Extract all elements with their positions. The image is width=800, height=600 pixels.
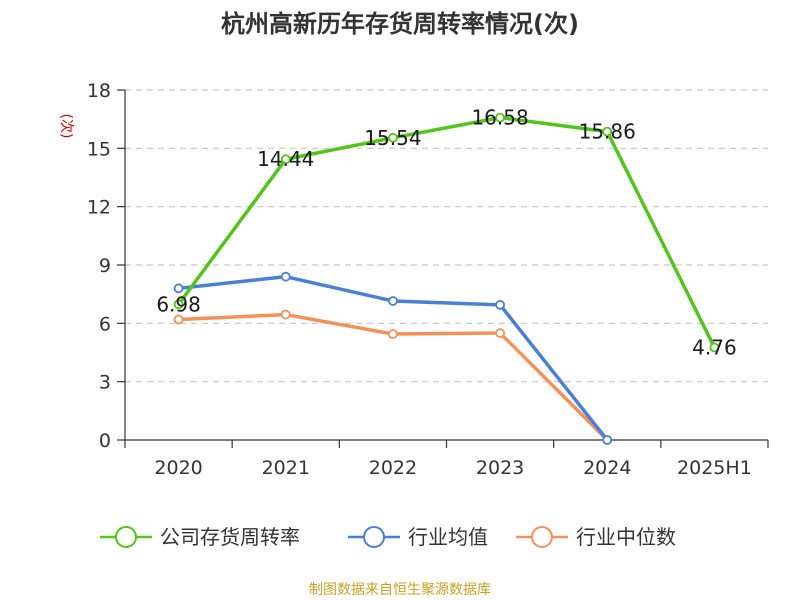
data-point[interactable] [280, 154, 291, 165]
y-tick-label: 0 [99, 430, 111, 452]
data-point[interactable] [602, 435, 613, 445]
chart-title: 杭州高新历年存货周转率情况(次) [221, 10, 579, 38]
data-point[interactable] [495, 299, 505, 310]
source-note: 制图数据来自恒生聚源数据库 [309, 582, 491, 598]
data-point[interactable] [388, 132, 398, 143]
data-point[interactable] [280, 271, 291, 282]
y-tick-label: 3 [99, 372, 111, 394]
data-label: 15.54 [364, 126, 421, 150]
series-line [177, 115, 716, 349]
data-point[interactable] [173, 314, 184, 325]
data-point[interactable] [173, 283, 184, 294]
y-tick-label: 9 [99, 255, 111, 277]
data-label: 16.58 [471, 106, 528, 130]
data-point[interactable] [388, 296, 398, 306]
legend-swatch-marker [363, 526, 385, 548]
legend-item[interactable]: 公司存货周转率 [100, 525, 300, 549]
legend-label: 行业均值 [408, 525, 488, 549]
data-point[interactable] [173, 299, 184, 310]
y-tick-label: 6 [99, 313, 111, 335]
legend-label: 公司存货周转率 [160, 525, 300, 549]
data-label: 6.98 [156, 292, 201, 316]
y-axis-label: (次) [58, 114, 74, 139]
legend-item[interactable]: 行业中位数 [516, 525, 676, 549]
data-label: 15.86 [579, 120, 636, 144]
data-labels: 6.98 14.44 15.54 16.58 15.86 4.76 [156, 106, 736, 360]
series-layer [173, 112, 720, 445]
grid-lines [125, 89, 768, 383]
data-point[interactable] [495, 112, 505, 123]
x-tick-label: 2023 [476, 457, 524, 479]
y-tick-label: 12 [87, 197, 111, 219]
legend[interactable]: 公司存货周转率 行业均值 行业中位数 [100, 525, 676, 549]
x-tick-label: 2024 [583, 457, 631, 479]
legend-item[interactable]: 行业均值 [348, 525, 488, 549]
data-point[interactable] [388, 329, 398, 339]
series-1 [173, 271, 613, 445]
data-label: 4.76 [692, 335, 737, 359]
axes: 0 3 6 9 12 15 18 2020 2021 2022 2023 2024 2025H1 [87, 80, 769, 479]
y-tick-label: 18 [87, 80, 111, 102]
legend-swatch-marker [531, 526, 553, 548]
data-point[interactable] [709, 342, 720, 353]
x-tick-label: 2021 [262, 457, 310, 479]
data-point[interactable] [280, 309, 291, 320]
y-tick-label: 15 [87, 138, 111, 160]
x-tick-label: 2020 [154, 457, 202, 479]
data-point[interactable] [602, 126, 613, 137]
data-label: 14.44 [257, 147, 314, 171]
legend-label: 行业中位数 [576, 525, 676, 549]
x-tick-label: 2025H1 [677, 457, 752, 479]
series-0 [173, 112, 720, 353]
legend-swatch-marker [115, 526, 137, 548]
x-tick-label: 2022 [369, 457, 417, 479]
series-2 [173, 309, 613, 445]
data-point[interactable] [495, 328, 505, 338]
